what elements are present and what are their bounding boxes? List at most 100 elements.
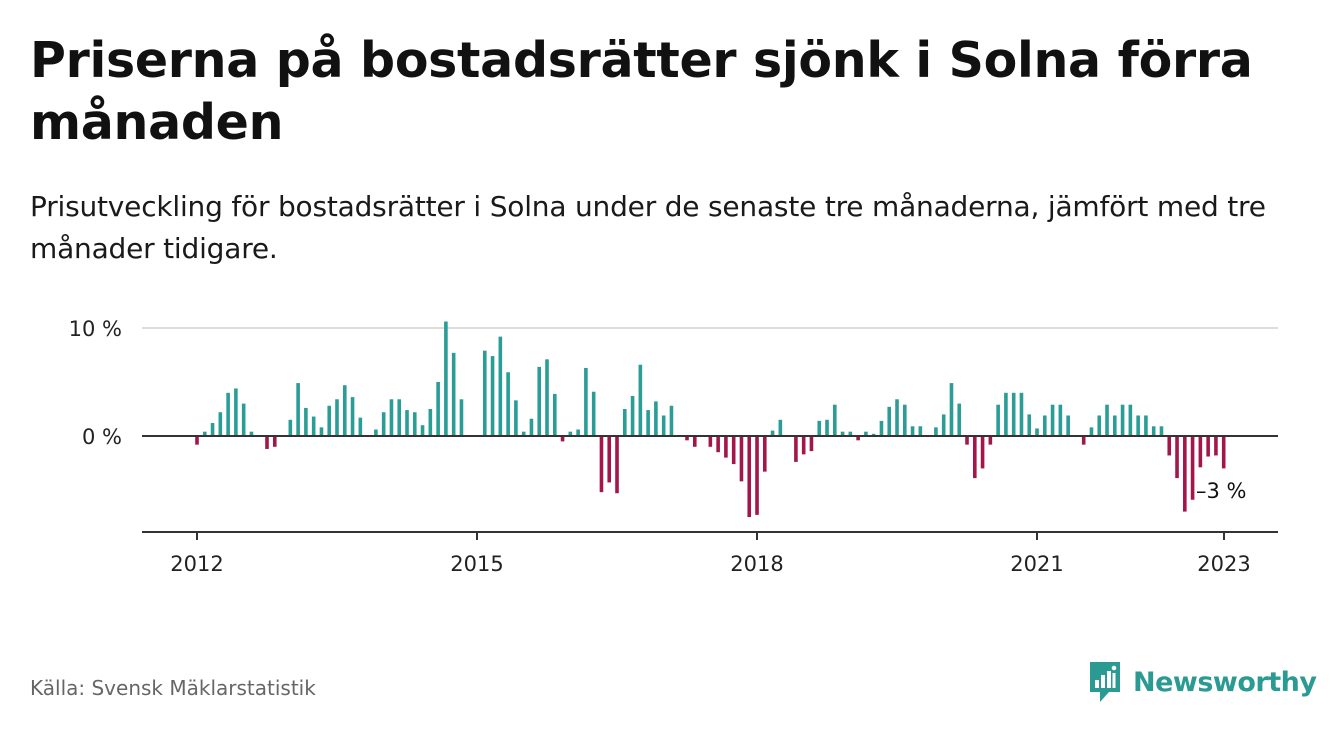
bar — [560, 436, 565, 442]
bar — [833, 404, 837, 436]
bar — [1027, 414, 1032, 436]
bar — [265, 436, 269, 449]
bar — [584, 367, 588, 436]
newsworthy-icon — [1090, 662, 1120, 702]
bar — [607, 436, 612, 483]
bar — [918, 426, 923, 436]
bar — [436, 382, 440, 436]
bar — [864, 431, 868, 436]
bar — [405, 410, 409, 436]
bar — [342, 385, 347, 436]
bar — [218, 412, 223, 436]
bar — [521, 431, 526, 436]
bar — [973, 436, 977, 479]
bar — [856, 436, 860, 441]
bar — [747, 436, 752, 517]
bar — [599, 436, 604, 493]
bar — [840, 431, 845, 436]
bar — [755, 436, 759, 515]
bar — [350, 397, 355, 436]
bar — [1043, 415, 1047, 436]
bar — [638, 364, 643, 436]
bar — [980, 436, 985, 469]
source-note: Källa: Svensk Mäklarstatistik — [30, 676, 316, 700]
bar — [1136, 415, 1140, 436]
bar — [428, 409, 433, 436]
bar — [1190, 436, 1195, 500]
bar — [1011, 392, 1016, 436]
x-tick-label-2018: 2018 — [730, 552, 783, 576]
bar — [412, 412, 417, 436]
bar — [397, 399, 402, 436]
bar — [514, 400, 518, 436]
bar — [957, 403, 962, 436]
bar — [910, 426, 915, 436]
bar — [1004, 392, 1008, 436]
bar — [249, 431, 254, 436]
newsworthy-logo: Newsworthy — [1087, 660, 1317, 704]
bar — [1097, 415, 1102, 436]
bar — [1221, 436, 1226, 469]
bar — [770, 430, 775, 436]
bar — [903, 404, 907, 436]
bar — [335, 399, 339, 436]
bar — [934, 427, 938, 436]
bar — [226, 392, 230, 436]
bar — [739, 436, 744, 482]
bar — [809, 436, 814, 452]
brand-name: Newsworthy — [1133, 666, 1317, 698]
bar — [358, 417, 363, 436]
bar — [576, 429, 580, 436]
bar — [459, 399, 464, 436]
bar — [420, 425, 425, 436]
bar — [996, 404, 1000, 436]
bar — [1175, 436, 1179, 479]
bar — [1151, 426, 1156, 436]
bar — [389, 399, 394, 436]
bar — [381, 412, 386, 436]
bar — [498, 336, 503, 436]
bar — [988, 436, 993, 445]
bar — [304, 407, 308, 436]
bar — [895, 399, 899, 436]
bar — [615, 436, 619, 494]
bar — [210, 423, 215, 436]
bar — [1081, 436, 1086, 445]
bar — [1144, 415, 1148, 436]
bar — [692, 436, 697, 447]
bar — [817, 420, 822, 436]
bar — [762, 436, 767, 472]
bar — [669, 405, 674, 436]
x-axis: 2012 2015 2018 2021 2023 — [170, 532, 1251, 576]
bar — [234, 388, 238, 436]
bar — [1035, 428, 1039, 436]
bar — [794, 436, 798, 462]
bar — [506, 372, 510, 436]
x-tick-label-2021: 2021 — [1010, 552, 1063, 576]
bar — [1050, 404, 1055, 436]
bar — [568, 431, 573, 436]
bar — [716, 436, 720, 453]
bars-group — [195, 321, 1226, 517]
bar — [374, 429, 378, 436]
y-tick-label-10: 10 % — [69, 317, 122, 341]
bar — [202, 431, 207, 436]
bar — [1214, 436, 1218, 456]
bar — [1058, 404, 1063, 436]
bar — [685, 436, 689, 441]
bar — [451, 352, 456, 436]
bar — [1167, 436, 1172, 456]
bar — [272, 436, 277, 447]
bar — [965, 436, 969, 445]
bar — [887, 406, 892, 436]
bar — [622, 409, 627, 436]
x-tick-label-2015: 2015 — [450, 552, 503, 576]
bar — [241, 403, 246, 436]
bar — [801, 436, 806, 455]
bar — [1113, 415, 1117, 436]
bar — [552, 393, 557, 436]
chart-subtitle: Prisutveckling för bostadsrätter i Solna… — [30, 190, 1266, 265]
bar — [1183, 436, 1187, 512]
bar — [327, 405, 332, 436]
